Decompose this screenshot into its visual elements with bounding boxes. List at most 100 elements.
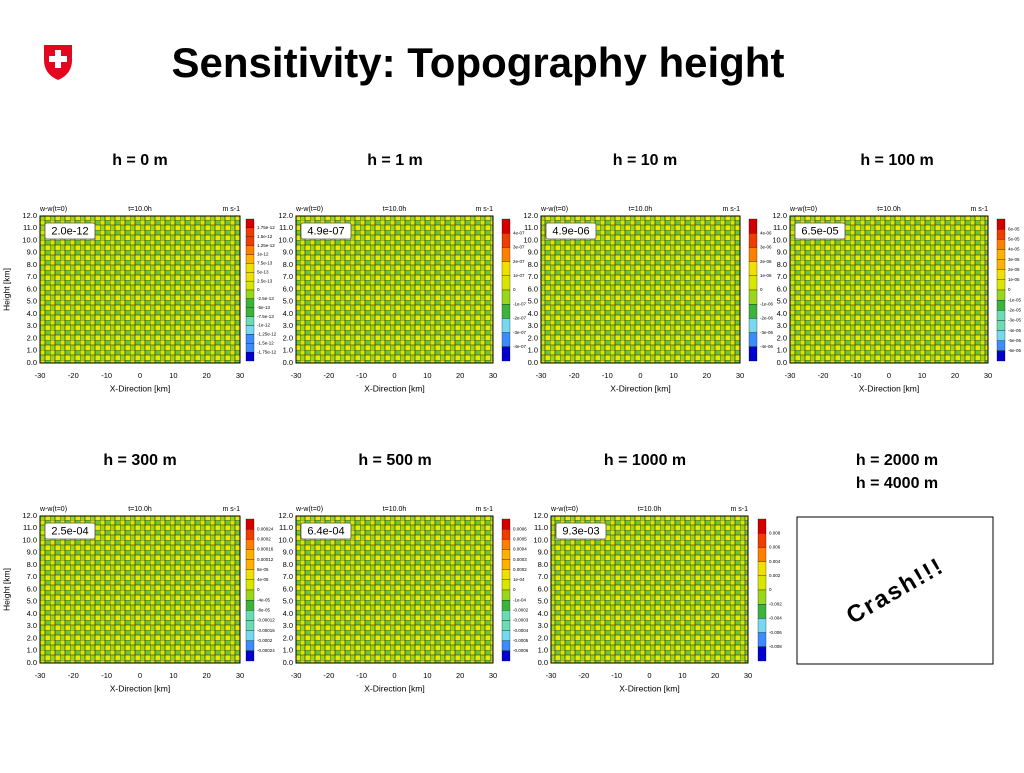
colorbar-swatch [748,346,758,362]
y-tick-label: 1.0 [27,346,37,355]
colorbar-swatch [501,599,511,611]
plot-title-center: t=10.0h [638,506,662,513]
colorbar-swatch [245,298,255,308]
y-tick-label: 10.0 [22,235,37,244]
colorbar-label: -8e-05 [257,607,271,612]
y-tick-label: 3.0 [777,321,787,330]
panel-heading: h = 300 m [103,452,176,469]
y-tick-label: 8.0 [283,260,293,269]
y-tick-label: 5.0 [528,297,538,306]
y-tick-label: 9.0 [283,548,293,557]
plot-title-left: w-w(t=0) [295,506,323,513]
y-tick-label: 0.0 [538,658,548,667]
x-tick-label: -10 [356,371,367,380]
y-tick-label: 9.0 [528,248,538,257]
colorbar-label: 2e-06 [760,259,772,264]
logo [44,45,72,80]
colorbar-label: -0.0006 [513,648,529,653]
colorbar-label: -1e-12 [257,323,271,328]
colorbar-swatch [501,518,511,530]
amplitude-box [794,222,846,240]
colorbar-label: 0.0004 [513,547,527,552]
colorbar-swatch [245,549,255,560]
amplitude: 6.5e-05 [801,225,838,237]
y-tick-label: 4.0 [27,609,37,618]
colorbar-swatch [245,599,255,611]
x-axis-label: X-Direction [km] [364,383,424,393]
x-tick-label: -10 [611,671,622,680]
amplitude-box [545,222,597,240]
colorbar-swatch [996,259,1006,270]
x-tick-label: 30 [236,671,244,680]
y-tick-label: 0.0 [777,358,787,367]
colorbar-swatch [501,640,511,652]
colorbar-swatch [245,589,255,601]
colorbar-swatch [996,239,1006,250]
colorbar-label: 1e-12 [257,252,269,257]
x-tick-label: -10 [101,671,112,680]
plot-title-right: m s-1 [223,206,241,213]
colorbar-swatch [996,299,1006,311]
colorbar-swatch [245,518,255,530]
y-tick-label: 2.0 [777,333,787,342]
colorbar-swatch [501,650,511,662]
colorbar-swatch [245,245,255,255]
colorbar-label: 4e-05 [1008,247,1020,252]
colorbar-label: -1e-06 [760,301,774,306]
x-tick-label: 30 [736,371,744,380]
y-tick-label: 1.0 [283,646,293,655]
colorbar-swatch [245,218,255,229]
panel-heading: h = 100 m [860,152,933,169]
panel-heading: h = 2000 m [856,452,938,469]
colorbar-label: 4e-07 [513,230,525,235]
colorbar-label: -0.00024 [257,648,275,653]
plot-title-right: m s-1 [723,206,741,213]
colorbar-label: -4e-05 [1008,328,1022,333]
y-axis-label: Height [km] [1,568,11,611]
y-tick-label: 11.0 [524,223,538,232]
colorbar-label: -6e-05 [1008,348,1022,353]
colorbar-swatch [996,350,1006,362]
colorbar-label: 5e-05 [1008,236,1020,241]
amplitude: 9.3e-03 [562,525,599,537]
colorbar-swatch [996,279,1006,291]
x-tick-label: 10 [169,671,177,680]
x-tick-label: -30 [291,671,302,680]
x-tick-label: 10 [669,371,677,380]
x-tick-label: 20 [202,371,210,380]
colorbar-swatch [748,275,758,291]
y-tick-label: 4.0 [283,309,293,318]
colorbar-swatch [245,559,255,570]
colorbar-label: 3e-06 [760,245,772,250]
y-tick-label: 6.0 [538,584,548,593]
y-tick-label: 5.0 [283,597,293,606]
plot-title-left: w-w(t=0) [39,206,67,213]
colorbar-label: 1.75e-12 [257,225,275,230]
colorbar-label: 1.25e-12 [257,243,275,248]
colorbar-swatch [245,351,255,362]
y-tick-label: 2.0 [538,633,548,642]
x-tick-label: 30 [984,371,992,380]
colorbar-label: -0.00012 [257,618,275,623]
colorbar-swatch [748,318,758,333]
y-tick-label: 10.0 [22,535,37,544]
colorbar-label: 0.00012 [257,557,274,562]
y-tick-label: 9.0 [27,548,37,557]
colorbar-label: 1e-04 [513,577,525,582]
heatmap [789,215,989,364]
x-tick-label: 0 [647,671,651,680]
x-tick-label: 30 [236,371,244,380]
colorbar-label: 8e-05 [257,567,269,572]
y-tick-label: 12.0 [772,211,787,220]
y-tick-label: 0.0 [27,358,37,367]
y-tick-label: 8.0 [538,560,548,569]
colorbar-swatch [501,630,511,641]
colorbar-swatch [757,618,767,633]
y-tick-label: 11.0 [23,523,37,532]
plot-title-right: m s-1 [971,206,989,213]
y-tick-label: 12.0 [523,211,538,220]
colorbar-swatch [757,575,767,591]
colorbar-label: 2.5e-13 [257,278,273,283]
x-tick-label: -30 [785,371,796,380]
y-tick-label: 7.0 [538,572,548,581]
